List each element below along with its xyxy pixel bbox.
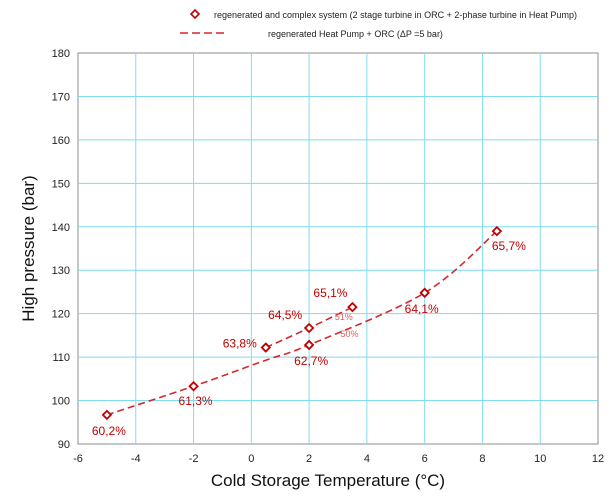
data-label: 62,7% <box>294 354 328 368</box>
x-tick-label: 2 <box>306 453 312 465</box>
y-tick-label: 90 <box>58 439 70 451</box>
trend-line-1 <box>106 230 498 416</box>
x-tick-label: 10 <box>534 453 546 465</box>
y-tick-label: 130 <box>52 265 70 277</box>
data-point <box>347 301 358 313</box>
data-label: 60,2% <box>92 424 126 438</box>
axes: -6 -4 -2 0 2 4 6 8 10 12 90 100 110 120 130 140 150 160 17… <box>19 48 604 490</box>
x-axis-title: Cold Storage Temperature (°C) <box>211 471 445 490</box>
x-tick-label: 6 <box>422 453 428 465</box>
x-tick-label: 4 <box>364 453 370 465</box>
data-label: 65,1% <box>313 286 347 300</box>
y-axis-title: High pressure (bar) <box>19 175 38 321</box>
y-tick-label: 170 <box>52 91 70 103</box>
y-tick-label: 120 <box>52 309 70 321</box>
y-tick-label: 100 <box>52 396 70 408</box>
grid <box>77 52 599 445</box>
data-label: 64,1% <box>405 302 439 316</box>
data-labels: 60,2% 61,3% 63,8% 62,7% 64,5% 65,1% 64,1% 65,7%… <box>92 239 526 438</box>
y-tick-label: 140 <box>52 222 70 234</box>
legend: regenerated and complex system (2 stage … <box>180 8 577 39</box>
series <box>101 225 503 421</box>
y-tick-label: 150 <box>52 178 70 190</box>
x-tick-label: 12 <box>592 453 604 465</box>
annotation-label: 51% <box>335 312 353 322</box>
data-label: 64,5% <box>268 308 302 322</box>
data-label: 65,7% <box>492 239 526 253</box>
x-tick-label: -4 <box>131 453 141 465</box>
data-point <box>303 322 315 334</box>
data-label: 63,8% <box>223 337 257 351</box>
y-tick-label: 160 <box>52 135 70 147</box>
legend-marker-diamond <box>189 8 201 20</box>
data-point <box>419 287 430 299</box>
x-tick-label: 0 <box>248 453 254 465</box>
data-point <box>303 339 315 351</box>
data-point <box>491 225 503 237</box>
data-point <box>101 409 113 421</box>
data-point <box>260 342 272 353</box>
legend-label: regenerated and complex system (2 stage … <box>214 10 577 20</box>
data-point <box>188 380 199 392</box>
y-tick-label: 110 <box>52 352 70 364</box>
annotation-label: 50% <box>341 329 359 339</box>
x-tick-label: -6 <box>73 453 83 465</box>
x-tick-label: 8 <box>479 453 485 465</box>
x-tick-label: -2 <box>189 453 199 465</box>
data-label: 61,3% <box>179 394 213 408</box>
plot-area <box>77 52 599 445</box>
y-tick-label: 180 <box>52 48 70 60</box>
legend-label: regenerated Heat Pump + ORC (ΔP =5 bar) <box>268 29 443 39</box>
